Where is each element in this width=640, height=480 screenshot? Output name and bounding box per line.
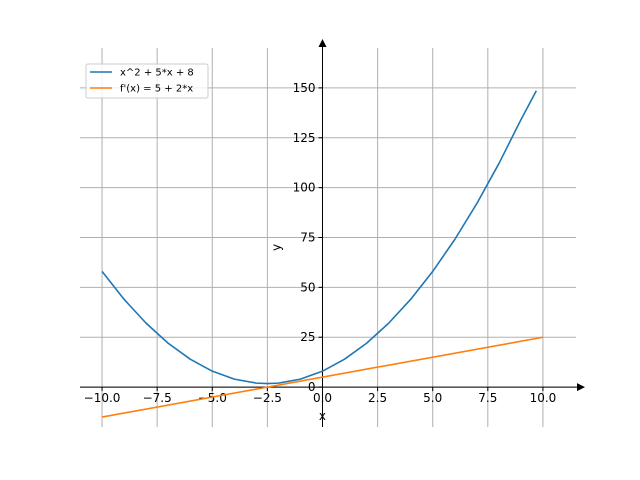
grid [80, 48, 576, 427]
legend-label: x^2 + 5*x + 8 [120, 68, 194, 79]
x-tick-label: −2.5 [253, 391, 282, 405]
x-tick-label: 0.0 [313, 391, 332, 405]
legend: x^2 + 5*x + 8 f'(x) = 5 + 2*x [85, 63, 209, 99]
x-tick-label: 10.0 [530, 391, 557, 405]
series-line-2 [101, 336, 544, 418]
x-tick-label: −7.5 [143, 391, 172, 405]
series-line-1 [101, 90, 538, 385]
y-tick-label: 150 [293, 81, 316, 95]
y-tick-label: 75 [300, 231, 315, 245]
legend-label: f'(x) = 5 + 2*x [120, 84, 193, 95]
x-tick-label: 7.5 [478, 391, 497, 405]
y-tick-label: 50 [300, 280, 315, 294]
x-tick-label: −5.0 [198, 391, 227, 405]
ticks: −10.0 −7.5 −5.0 −2.5 0.0 2.5 5.0 7.5 10.0 0 25 50 75… [84, 81, 557, 405]
x-tick-label: 5.0 [423, 391, 442, 405]
y-axis-arrowhead [318, 39, 327, 47]
y-tick-label: 125 [293, 131, 316, 145]
x-tick-label: 2.5 [368, 391, 387, 405]
x-tick-label: −10.0 [84, 391, 121, 405]
axes [80, 39, 585, 427]
y-tick-label: 100 [293, 181, 316, 195]
y-tick-label: 0 [308, 380, 316, 394]
y-tick-label: 25 [300, 330, 315, 344]
x-axis-arrowhead [577, 383, 585, 392]
legend-box [85, 63, 209, 99]
x-axis-label: x [319, 409, 326, 423]
y-axis-label: y [269, 244, 283, 251]
series [101, 90, 544, 418]
